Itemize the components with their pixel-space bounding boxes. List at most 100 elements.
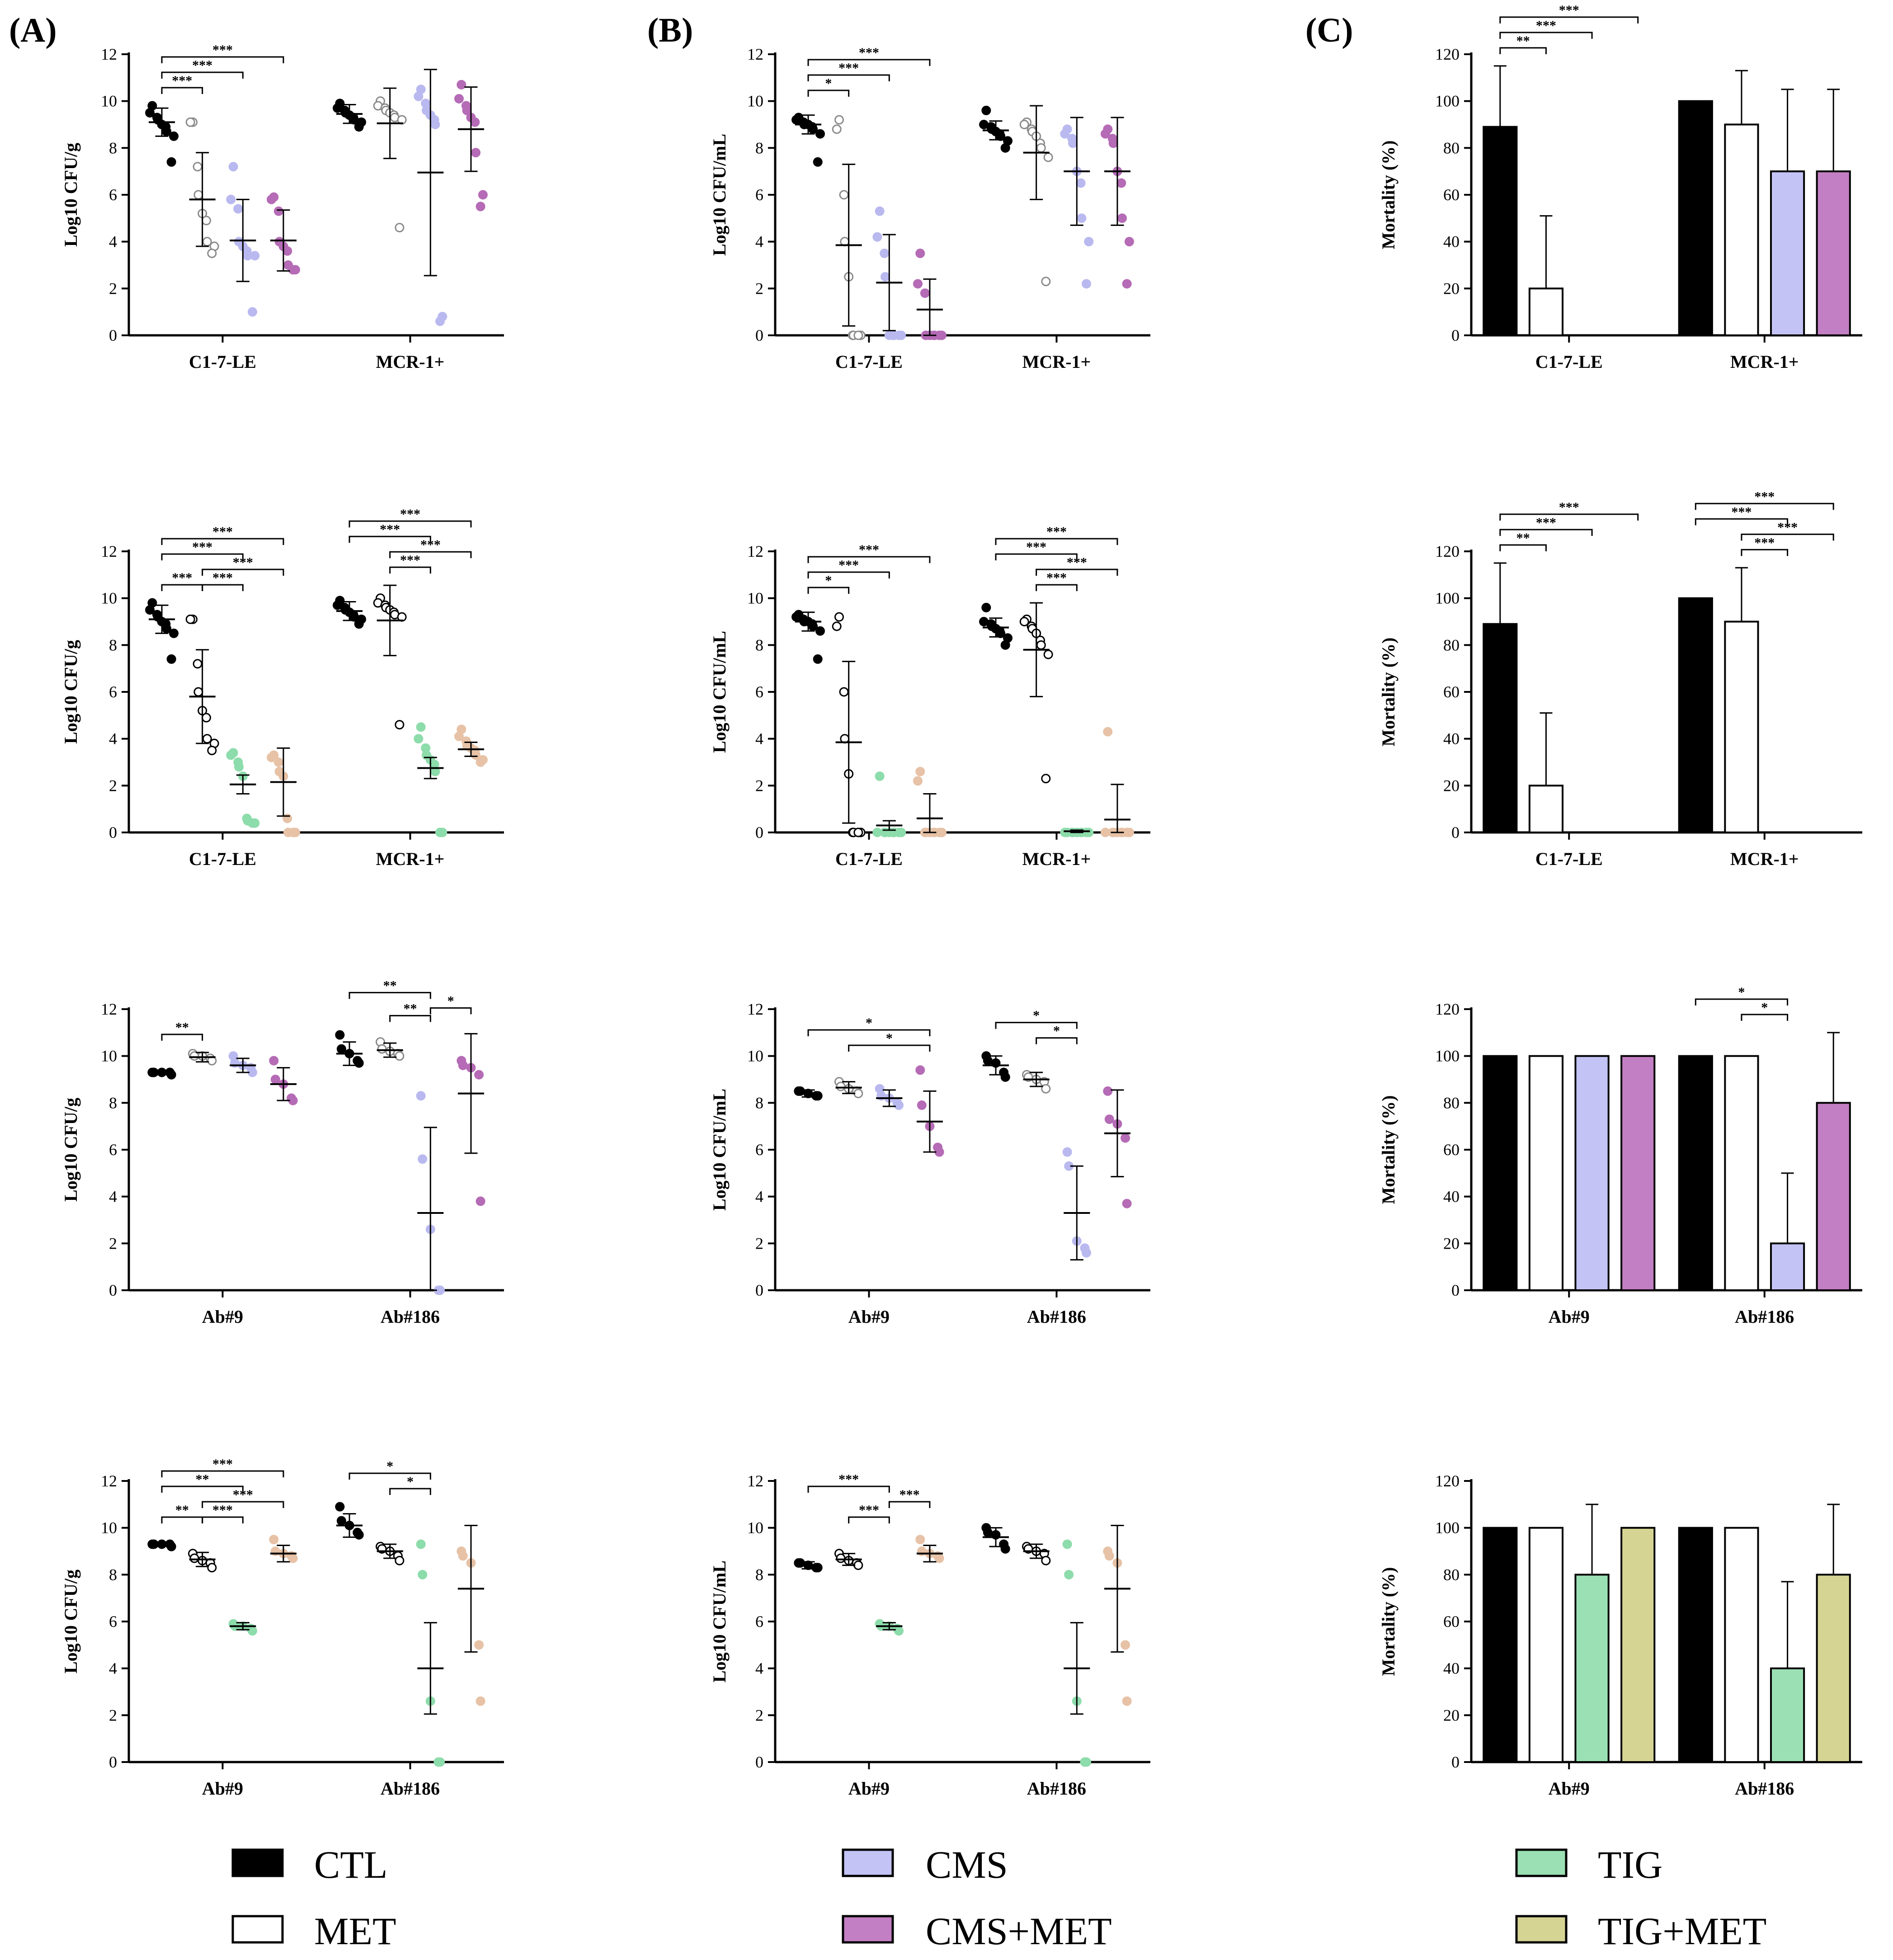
point-met [1019,617,1029,626]
y-tick-label: 12 [101,45,117,63]
significance-bracket [389,1015,431,1022]
y-tick-label: 100 [1435,1519,1460,1537]
point-tig-met [288,827,298,837]
point-cms-met [288,1095,298,1105]
point-met [839,190,849,200]
y-tick-label: 10 [101,1519,117,1537]
y-tick-label: 60 [1443,683,1460,701]
point-met [377,1044,387,1054]
significance-bracket [995,553,1078,561]
point-tig-met [267,752,277,762]
point-tig-met [913,776,923,786]
point-tig [435,827,445,837]
x-category-label-mcr-1: MCR-1+ [376,352,445,372]
legend-item-met: MET [231,1909,396,1953]
significance-bracket [389,1488,431,1495]
point-tig [416,1539,426,1549]
y-tick-label: 12 [747,1000,763,1018]
point-cms [1084,237,1094,247]
chart-b3: 0 2 4 6 8 10 12 Log10 CFU/mL Ab#9 Ab#186 * * * * [709,1000,1150,1327]
point-ctl [1000,640,1010,650]
y-tick-label: 6 [755,683,763,701]
point-cms [247,307,257,317]
significance-bracket [807,571,890,578]
significance-label: * [825,76,832,91]
significance-bracket [807,1485,890,1493]
y-tick-label: 100 [1435,1047,1460,1065]
y-tick-label: 100 [1435,589,1460,607]
y-tick-label: 4 [755,1188,763,1206]
x-category-label-mcr-1: MCR-1+ [1022,849,1091,869]
significance-bracket [161,584,203,592]
point-met [834,115,844,125]
point-met [834,612,844,622]
x-category-label-ab-186: Ab#186 [1735,1307,1794,1327]
significance-bracket [1499,16,1639,24]
legend-swatch-met [231,1915,284,1944]
y-tick-label: 10 [747,1047,763,1065]
point-tig [1081,1757,1091,1767]
point-tig [416,722,426,732]
y-tick-label: 60 [1443,186,1460,204]
y-tick-label: 40 [1443,233,1460,251]
point-met [395,1051,405,1061]
significance-bracket [1695,503,1834,510]
point-ctl [169,131,179,141]
point-tig-met [934,1553,944,1563]
y-tick-label: 80 [1443,1565,1460,1584]
point-cms-met [1122,279,1132,289]
y-tick-label: 20 [1443,776,1460,794]
y-tick-label: 40 [1443,1188,1460,1206]
point-tig-met [288,1553,298,1563]
y-tick-label: 120 [1435,542,1460,560]
point-cms-met [1108,138,1118,148]
significance-bracket [348,1472,431,1480]
point-met [201,713,211,723]
significance-label: *** [838,61,859,75]
point-met [853,330,863,340]
y-axis-label: Log10 CFU/mL [709,1560,730,1683]
point-cms-met [1122,1199,1132,1208]
y-axis-label: Log10 CFU/mL [709,631,730,753]
x-category-label-ab-9: Ab#9 [1549,1307,1590,1327]
point-met [395,720,405,730]
point-met [193,659,202,669]
significance-label: * [866,1015,872,1030]
point-cms [894,330,904,340]
point-met [1041,277,1051,287]
point-ctl [815,626,825,636]
legend-label-tig: TIG [1598,1843,1662,1886]
y-tick-label: 8 [109,1565,117,1584]
point-tig-met [474,1640,484,1650]
y-tick-label: 0 [1451,823,1460,841]
point-tig [1062,1539,1072,1549]
significance-bracket [348,992,431,999]
point-cms-met [478,190,488,200]
significance-bracket [161,1470,284,1477]
bar-met [1724,620,1759,833]
point-cms-met [457,80,466,89]
point-tig-met [1103,727,1113,737]
chart-c4: 0 20 40 60 80 100 120 Mortality (%) Ab#9 Ab#186 [1378,1472,1862,1799]
y-tick-label: 0 [755,823,763,841]
legend-swatch-tig [1515,1848,1568,1877]
point-tig [875,771,885,781]
point-cms-met [920,288,930,298]
point-cms [430,120,440,129]
point-cms-met [1124,237,1134,247]
significance-label: *** [838,558,859,573]
significance-label: * [407,1474,414,1489]
significance-bracket [161,1034,203,1041]
y-tick-label: 0 [1451,1281,1460,1299]
point-cms-met [915,1065,925,1075]
significance-bracket [807,59,931,66]
legend-item-tig: TIG [1515,1843,1662,1886]
significance-label: *** [1559,500,1579,515]
point-cms-met [471,148,481,158]
point-tig-met [269,1535,279,1545]
point-cms-met [476,202,485,212]
y-tick-label: 0 [1451,326,1460,344]
point-met [853,827,863,837]
x-category-label-c1-7-le: C1-7-LE [1535,849,1603,869]
